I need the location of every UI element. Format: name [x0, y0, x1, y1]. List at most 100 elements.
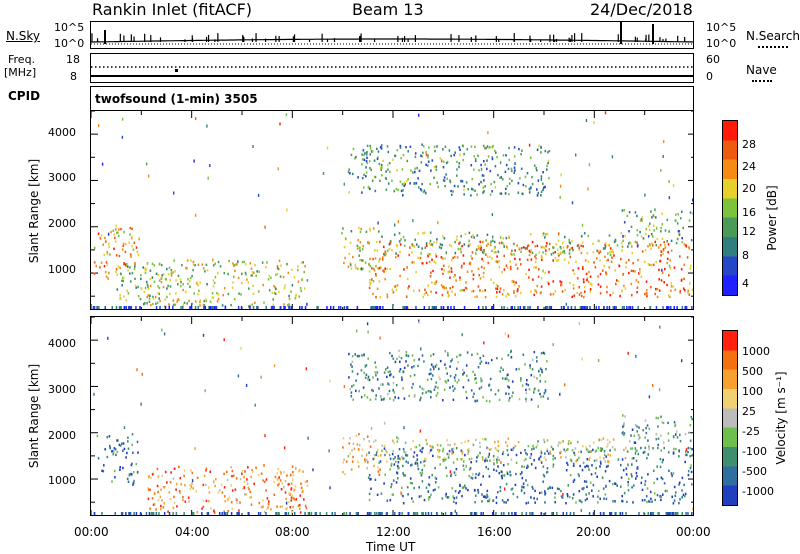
power-cell — [257, 306, 259, 309]
power-cell — [666, 283, 668, 287]
power-cell — [477, 306, 480, 309]
velocity-cell — [435, 394, 438, 397]
velocity-cell — [515, 368, 518, 371]
velocity-cell — [137, 451, 139, 454]
power-cell — [510, 167, 513, 170]
velocity-cell — [241, 472, 243, 475]
velocity-cell — [151, 512, 154, 515]
power-cell — [374, 257, 377, 260]
power-cell — [414, 238, 416, 241]
velocity-cell — [648, 447, 650, 451]
velocity-cell — [173, 501, 176, 504]
velocity-cell — [250, 475, 252, 479]
velocity-cell — [447, 354, 449, 357]
velocity-cell — [660, 498, 662, 502]
power-cell — [547, 159, 550, 163]
velocity-cell — [623, 491, 626, 495]
velocity-cell — [453, 376, 456, 379]
velocity-cell — [292, 478, 294, 481]
power-cell — [114, 236, 116, 240]
velocity-cell — [511, 512, 513, 515]
power-cell — [139, 306, 141, 309]
velocity-cell — [351, 365, 353, 368]
power-cell — [554, 250, 556, 254]
power-cell — [119, 266, 121, 270]
power-cell — [548, 282, 550, 286]
power-cell — [113, 233, 115, 236]
velocity-cell — [605, 465, 608, 468]
power-cell — [398, 240, 401, 243]
velocity-cell — [483, 341, 485, 345]
velocity-cell — [642, 429, 644, 432]
power-cell — [191, 274, 193, 278]
power-cell — [361, 191, 363, 194]
velocity-cell — [409, 375, 412, 378]
velocity-cell — [108, 435, 111, 438]
velocity-cell — [545, 458, 547, 461]
velocity-cell — [358, 354, 361, 358]
power-cbar-tick-20: 20 — [742, 182, 756, 195]
velocity-cell — [506, 377, 508, 381]
velocity-cell — [366, 322, 369, 326]
power-cell — [655, 216, 657, 219]
power-cell — [369, 153, 372, 156]
velocity-cell — [458, 354, 461, 357]
power-cell — [615, 282, 617, 286]
power-cell — [192, 268, 194, 272]
velocity-cell — [585, 446, 587, 449]
velocity-cell — [582, 488, 584, 491]
power-cell — [564, 288, 566, 292]
power-cell — [222, 293, 224, 297]
power-cell — [115, 306, 118, 309]
power-cell — [106, 251, 109, 254]
power-cell — [123, 276, 125, 279]
power-cell — [155, 272, 158, 275]
velocity-cell — [128, 472, 131, 476]
power-cell — [252, 284, 254, 287]
velocity-cell — [382, 383, 384, 386]
power-cell — [442, 257, 444, 260]
power-cell — [286, 262, 288, 266]
velocity-cell — [621, 512, 624, 515]
velocity-cell — [604, 460, 606, 463]
power-cell — [470, 145, 473, 148]
power-cell — [137, 253, 140, 257]
power-cell — [639, 230, 641, 234]
velocity-cbar-tick-m1000: -1000 — [742, 485, 774, 498]
power-cell — [572, 287, 575, 290]
power-cell — [251, 274, 253, 277]
power-cell — [422, 295, 424, 299]
power-cell — [121, 248, 124, 251]
power-cell — [108, 245, 110, 249]
power-cell — [482, 191, 484, 194]
velocity-cell — [439, 444, 442, 447]
velocity-cell — [393, 391, 395, 394]
velocity-cell — [500, 366, 502, 369]
velocity-cell — [609, 449, 611, 452]
velocity-cell — [466, 351, 469, 354]
power-cell — [463, 289, 465, 292]
power-cell — [409, 246, 411, 249]
velocity-cell — [540, 451, 543, 455]
power-cell — [499, 192, 501, 195]
power-cell — [513, 289, 515, 293]
velocity-cell — [289, 506, 292, 509]
power-cell — [560, 173, 562, 177]
velocity-cell — [505, 501, 507, 504]
velocity-cell — [283, 446, 286, 450]
velocity-cell — [444, 512, 447, 515]
power-cell — [593, 261, 595, 264]
velocity-cell — [588, 450, 590, 454]
power-cell — [433, 260, 436, 263]
power-cell — [608, 266, 611, 269]
velocity-cell — [196, 476, 199, 479]
velocity-cell — [379, 512, 381, 515]
velocity-cell — [537, 440, 539, 443]
velocity-cell — [445, 495, 447, 498]
power-cell — [433, 176, 435, 179]
power-cell — [530, 249, 533, 252]
velocity-cell — [234, 488, 237, 491]
velocity-cell — [538, 457, 541, 460]
velocity-cell — [461, 452, 464, 456]
velocity-cell — [226, 470, 228, 474]
